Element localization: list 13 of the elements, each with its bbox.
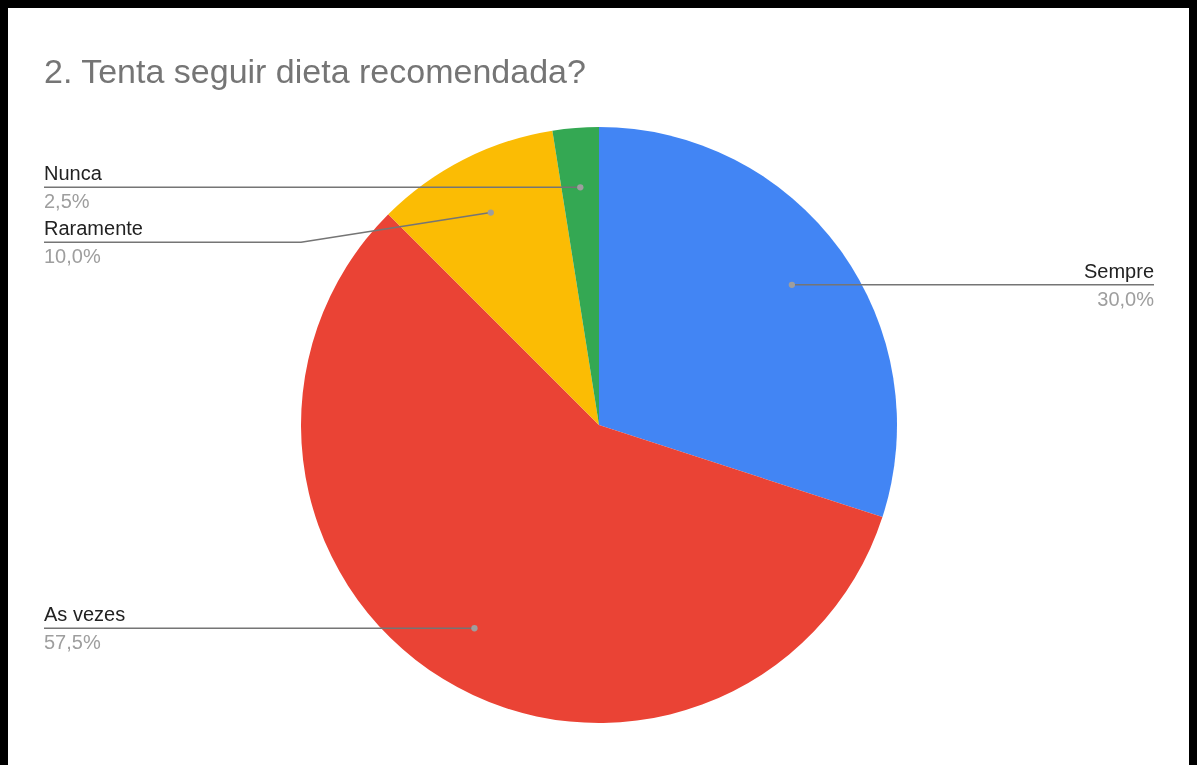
data-label: 30,0%	[1097, 287, 1155, 310]
data-label: 57,5%	[44, 631, 101, 654]
pie-slice	[301, 214, 883, 723]
chart-title: 2. Tenta seguir dieta recomendada?	[44, 52, 586, 90]
slice-label: Nunca	[44, 162, 103, 185]
slice-label: Raramente	[44, 217, 143, 240]
pie-slice	[599, 127, 897, 518]
pie-slice	[552, 127, 599, 425]
slice-label: Sempre	[1083, 259, 1154, 282]
pie-slice	[388, 130, 599, 425]
data-label: 10,0%	[44, 245, 101, 268]
slice-label: As vezes	[44, 603, 126, 626]
data-label: 2,5%	[44, 190, 90, 213]
